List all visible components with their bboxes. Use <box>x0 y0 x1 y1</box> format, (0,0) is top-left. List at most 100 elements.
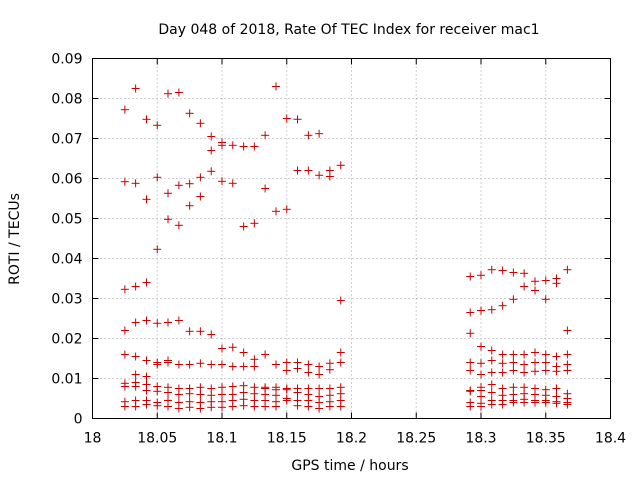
data-point <box>487 305 496 314</box>
data-point <box>282 385 291 394</box>
data-point <box>272 207 281 216</box>
data-point <box>466 366 475 375</box>
data-point <box>196 327 205 336</box>
data-point <box>315 404 324 413</box>
data-point <box>336 348 345 357</box>
data-point <box>315 370 324 379</box>
data-point <box>293 364 302 373</box>
data-point <box>250 362 259 371</box>
data-point <box>541 366 550 375</box>
data-point <box>185 327 194 336</box>
data-point <box>196 359 205 368</box>
data-point <box>163 358 172 367</box>
data-point <box>131 179 140 188</box>
data-point <box>174 316 183 325</box>
y-tick-labels: 0 0.01 0.02 0.03 0.04 0.05 0.06 0.07 0.08 0.09 <box>51 52 82 428</box>
data-point <box>250 142 259 151</box>
data-point <box>520 269 529 278</box>
data-point <box>325 365 334 374</box>
data-point <box>163 388 172 397</box>
x-tick-label: 18.25 <box>396 431 436 447</box>
data-point <box>142 316 151 325</box>
data-point <box>315 171 324 180</box>
data-point <box>131 84 140 93</box>
data-point <box>315 129 324 138</box>
data-point <box>163 189 172 198</box>
data-point <box>153 319 162 328</box>
data-point <box>531 358 540 367</box>
data-point <box>174 181 183 190</box>
data-point <box>509 366 518 375</box>
data-point <box>531 286 540 295</box>
data-point <box>153 360 162 369</box>
data-point <box>531 367 540 376</box>
y-tick-label: 0.07 <box>51 132 82 148</box>
y-tick-label: 0.09 <box>51 52 82 68</box>
data-point <box>196 383 205 392</box>
data-point <box>185 389 194 398</box>
data-point <box>261 402 270 411</box>
y-tick-label: 0.04 <box>51 252 82 268</box>
data-point <box>239 362 248 371</box>
data-point <box>336 402 345 411</box>
data-point <box>142 115 151 124</box>
data-point <box>552 399 561 408</box>
data-point <box>196 119 205 128</box>
data-point <box>261 350 270 359</box>
y-tick-label: 0.05 <box>51 212 82 228</box>
data-point <box>120 285 129 294</box>
data-point <box>487 400 496 409</box>
data-point <box>282 358 291 367</box>
data-point <box>315 384 324 393</box>
data-point <box>218 141 226 150</box>
data-point <box>153 401 162 410</box>
data-point <box>282 366 291 375</box>
data-point <box>207 132 216 141</box>
data-point <box>120 177 129 186</box>
data-point <box>174 390 183 399</box>
data-point <box>509 383 518 392</box>
data-point <box>272 82 281 91</box>
data-point <box>272 402 281 411</box>
data-point <box>196 404 205 413</box>
data-point <box>509 358 518 367</box>
data-point <box>282 205 291 214</box>
data-point <box>239 222 248 231</box>
data-point <box>239 348 248 357</box>
data-point <box>563 350 572 359</box>
data-point <box>142 400 151 409</box>
data-point <box>552 279 561 288</box>
data-point <box>325 402 334 411</box>
data-point <box>142 386 151 395</box>
chart-title: Day 048 of 2018, Rate Of TEC Index for r… <box>158 22 539 38</box>
data-point <box>207 330 216 339</box>
data-point <box>531 277 540 286</box>
data-point <box>293 166 302 175</box>
data-point <box>466 329 475 338</box>
data-point <box>218 360 226 369</box>
data-point <box>477 271 485 280</box>
data-point <box>336 296 345 305</box>
data-point <box>239 142 248 151</box>
data-point <box>250 402 259 411</box>
data-point <box>261 131 270 140</box>
data-point <box>552 367 561 376</box>
data-point <box>282 396 291 405</box>
data-point <box>477 370 485 379</box>
data-point <box>228 179 237 188</box>
data-point <box>218 390 226 399</box>
data-point <box>131 370 140 379</box>
data-point <box>498 384 507 393</box>
y-axis-label: ROTI / TECUs <box>7 193 23 285</box>
data-point <box>520 360 529 369</box>
data-point <box>541 295 550 304</box>
x-tick-label: 18 <box>84 431 102 447</box>
data-point <box>498 368 507 377</box>
data-point <box>272 360 281 369</box>
data-point <box>163 89 172 98</box>
data-point <box>466 308 475 317</box>
x-axis-label: GPS time / hours <box>291 458 408 474</box>
data-point <box>142 372 151 381</box>
data-point <box>250 219 259 228</box>
data-point <box>520 368 529 377</box>
